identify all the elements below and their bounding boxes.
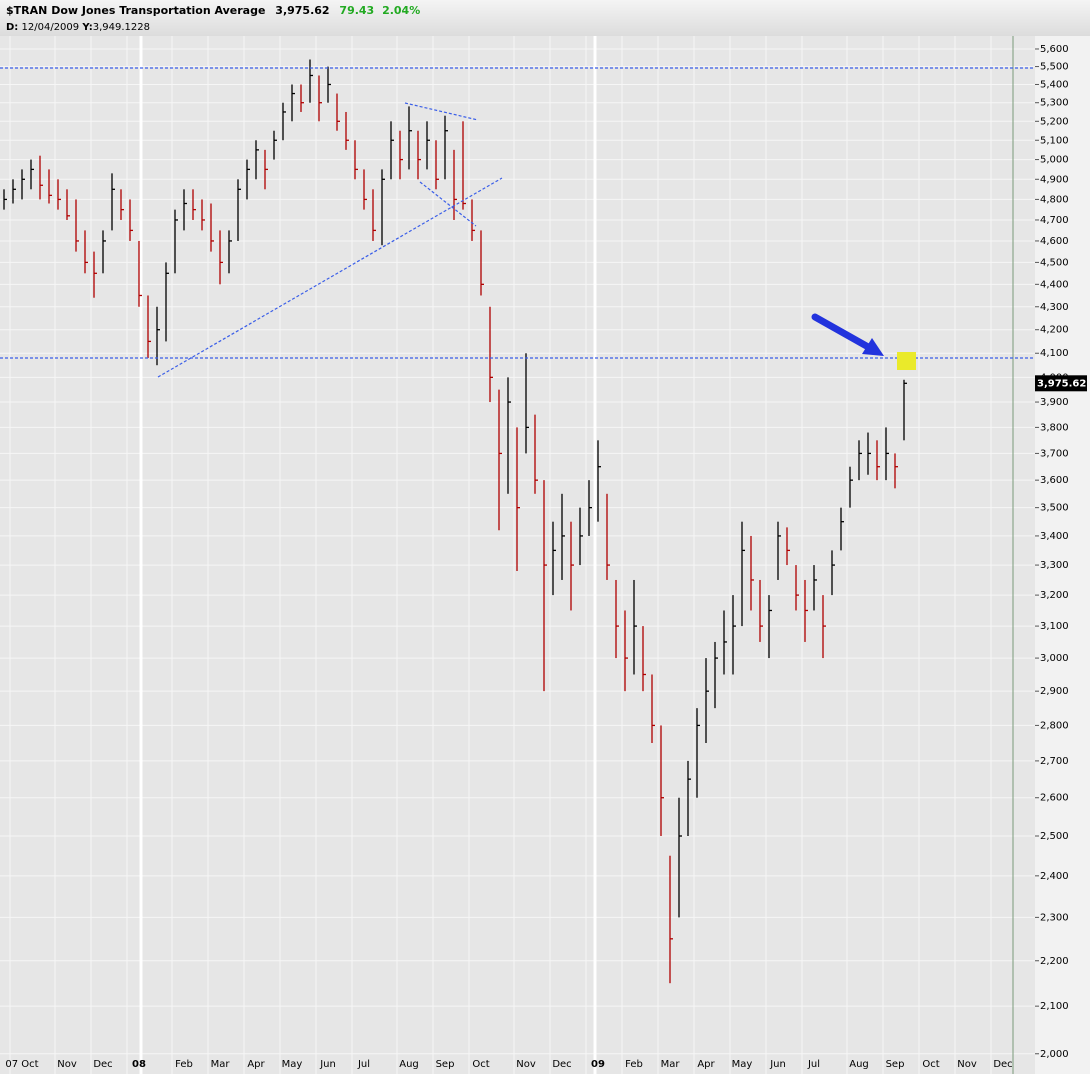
x-tick-label: May — [282, 1059, 303, 1070]
x-tick-label: Sep — [886, 1059, 905, 1070]
x-tick-label: Sep — [436, 1059, 455, 1070]
x-tick-label: Feb — [175, 1059, 193, 1070]
y-tick-label: 3,800 — [1040, 422, 1069, 433]
x-tick-label: 07 Oct — [5, 1059, 38, 1070]
y-tick-label: 3,100 — [1040, 621, 1069, 632]
x-tick-label: Mar — [211, 1059, 231, 1070]
x-tick-label: Feb — [625, 1059, 643, 1070]
y-tick-label: 4,100 — [1040, 348, 1069, 359]
x-tick-label: Apr — [247, 1059, 265, 1070]
x-tick-label: Nov — [957, 1059, 977, 1070]
change-pct: 2.04% — [382, 4, 420, 17]
x-tick-label: Apr — [697, 1059, 715, 1070]
y-tick-label: 4,900 — [1040, 174, 1069, 185]
cursor-date-key: D: — [6, 22, 18, 33]
arrow-head — [862, 338, 884, 356]
y-tick-label: 2,100 — [1040, 1001, 1069, 1012]
y-tick-label: 5,200 — [1040, 116, 1069, 127]
bars — [3, 59, 907, 984]
x-tick-label: Jun — [319, 1059, 336, 1070]
y-tick-label: 4,500 — [1040, 257, 1069, 268]
y-tick-label: 4,700 — [1040, 215, 1069, 226]
y-tick-label: 4,600 — [1040, 236, 1069, 247]
x-tick-label: Aug — [849, 1059, 869, 1070]
x-tick-label: Oct — [472, 1059, 489, 1070]
y-tick-label: 3,400 — [1040, 531, 1069, 542]
y-tick-label: 2,900 — [1040, 686, 1069, 697]
y-tick-label: 3,700 — [1040, 448, 1069, 459]
cursor-line: D: 12/04/2009 Y:3,949.1228 — [6, 22, 150, 33]
last-price-box — [1035, 375, 1087, 392]
x-tick-label: Dec — [552, 1059, 571, 1070]
last-price-label: 3,975.62 — [1037, 378, 1086, 389]
y-tick-label: 5,400 — [1040, 79, 1069, 90]
y-tick-label: 2,800 — [1040, 720, 1069, 731]
annotations — [0, 67, 1035, 378]
y-tick-label: 3,300 — [1040, 560, 1069, 571]
y-tick-label: 4,200 — [1040, 325, 1069, 336]
last-price: 3,975.62 — [275, 4, 329, 17]
arrow — [811, 313, 884, 356]
y-tick-label: 4,300 — [1040, 302, 1069, 313]
x-tick-label: Nov — [57, 1059, 77, 1070]
x-tick-label: 09 — [591, 1059, 605, 1070]
cursor-date: 12/04/2009 — [22, 22, 80, 33]
y-tick-label: 2,700 — [1040, 756, 1069, 767]
x-tick-label: Jul — [807, 1059, 820, 1070]
index-name: Dow Jones Transportation Average — [51, 4, 265, 17]
y-tick-label: 3,200 — [1040, 590, 1069, 601]
symbol: $TRAN — [6, 4, 47, 17]
y-tick-label: 4,400 — [1040, 279, 1069, 290]
y-tick-label: 2,600 — [1040, 793, 1069, 804]
x-tick-label: Nov — [516, 1059, 536, 1070]
y-tick-label: 5,600 — [1040, 44, 1069, 55]
x-tick-label: May — [732, 1059, 753, 1070]
y-tick-label: 3,900 — [1040, 397, 1069, 408]
x-tick-label: Aug — [399, 1059, 419, 1070]
y-tick-label: 3,500 — [1040, 503, 1069, 514]
x-tick-label: Dec — [93, 1059, 112, 1070]
y-tick-label: 5,100 — [1040, 135, 1069, 146]
x-tick-label: Jun — [769, 1059, 786, 1070]
y-tick-label: 3,600 — [1040, 475, 1069, 486]
trend-line — [419, 181, 477, 227]
y-tick-label: 2,300 — [1040, 912, 1069, 923]
header-bar — [0, 0, 1090, 36]
cursor-y-key: Y: — [81, 22, 92, 33]
trend-line — [404, 102, 479, 121]
y-tick-label: 4,800 — [1040, 194, 1069, 205]
y-tick-label: 5,300 — [1040, 98, 1069, 109]
y-tick-label: 5,000 — [1040, 155, 1069, 166]
x-tick-label: 08 — [132, 1059, 146, 1070]
y-tick-label: 2,000 — [1040, 1049, 1069, 1060]
x-tick-label: Dec — [993, 1059, 1012, 1070]
header-line: $TRAN Dow Jones Transportation Average 3… — [6, 4, 420, 17]
y-tick-label: 3,000 — [1040, 653, 1069, 664]
change: 79.43 — [339, 4, 374, 17]
axis-area — [1035, 36, 1090, 1074]
x-tick-label: Oct — [922, 1059, 939, 1070]
y-tick-label: 2,400 — [1040, 871, 1069, 882]
y-tick-label: 2,200 — [1040, 956, 1069, 967]
cursor-y: 3,949.1228 — [93, 22, 150, 33]
arrow-shaft — [811, 313, 874, 352]
y-tick-label: 2,500 — [1040, 831, 1069, 842]
y-tick-label: 5,500 — [1040, 62, 1069, 73]
x-tick-label: Mar — [661, 1059, 681, 1070]
highlight-box — [897, 352, 916, 370]
trend-line — [157, 177, 503, 378]
x-tick-label: Jul — [357, 1059, 370, 1070]
